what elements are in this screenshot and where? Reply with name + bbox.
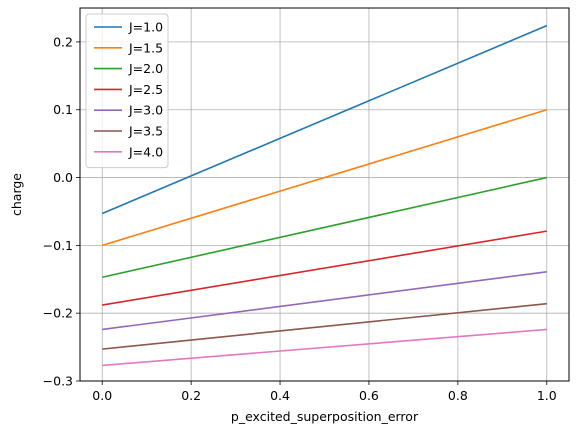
legend-box <box>85 13 169 169</box>
x-tick-label: 0.6 <box>359 388 379 403</box>
legend-label: J=1.5 <box>128 40 163 55</box>
legend: J=1.0 J=1.5 J=2.0 J=2.5 J=3.0 J=3.5 J=4.0 <box>85 13 169 169</box>
x-tick-label: 0.2 <box>181 388 201 403</box>
x-tick-label: 0.8 <box>448 388 468 403</box>
y-tick-label: 0.1 <box>53 102 73 117</box>
x-tick-label: 0.0 <box>92 388 112 403</box>
plot-frame <box>79 7 570 382</box>
series-line-1 <box>101 108 548 247</box>
legend-label: J=3.5 <box>128 124 163 139</box>
legend-label: J=4.0 <box>128 144 163 159</box>
legend-label: J=2.5 <box>128 82 163 97</box>
y-tick-label: −0.3 <box>43 374 73 389</box>
x-tick-label: 0.4 <box>270 388 290 403</box>
x-axis: 0.0 0.2 0.4 0.6 0.8 1.0 <box>92 381 557 403</box>
y-tick-label: −0.2 <box>43 306 73 321</box>
legend-label: J=1.0 <box>128 20 163 35</box>
series-line-2 <box>102 176 547 279</box>
y-tick-label: 0.0 <box>53 170 73 185</box>
series-line-5 <box>102 302 547 350</box>
y-tick-label: −0.1 <box>43 238 73 253</box>
y-tick-label: 0.2 <box>53 34 73 49</box>
series-line-4 <box>102 271 547 331</box>
series-line-3 <box>102 230 547 306</box>
y-axis: −0.3 −0.2 −0.1 0.0 0.1 0.2 <box>43 34 80 389</box>
series-line-6 <box>102 328 547 367</box>
legend-label: J=2.0 <box>128 61 163 76</box>
legend-label: J=3.0 <box>128 103 163 118</box>
series-lines <box>101 24 548 367</box>
series-line-0 <box>101 24 548 215</box>
y-axis-label: charge <box>9 173 24 216</box>
x-axis-label: p_excited_superposition_error <box>231 409 419 424</box>
x-tick-label: 1.0 <box>537 388 557 403</box>
